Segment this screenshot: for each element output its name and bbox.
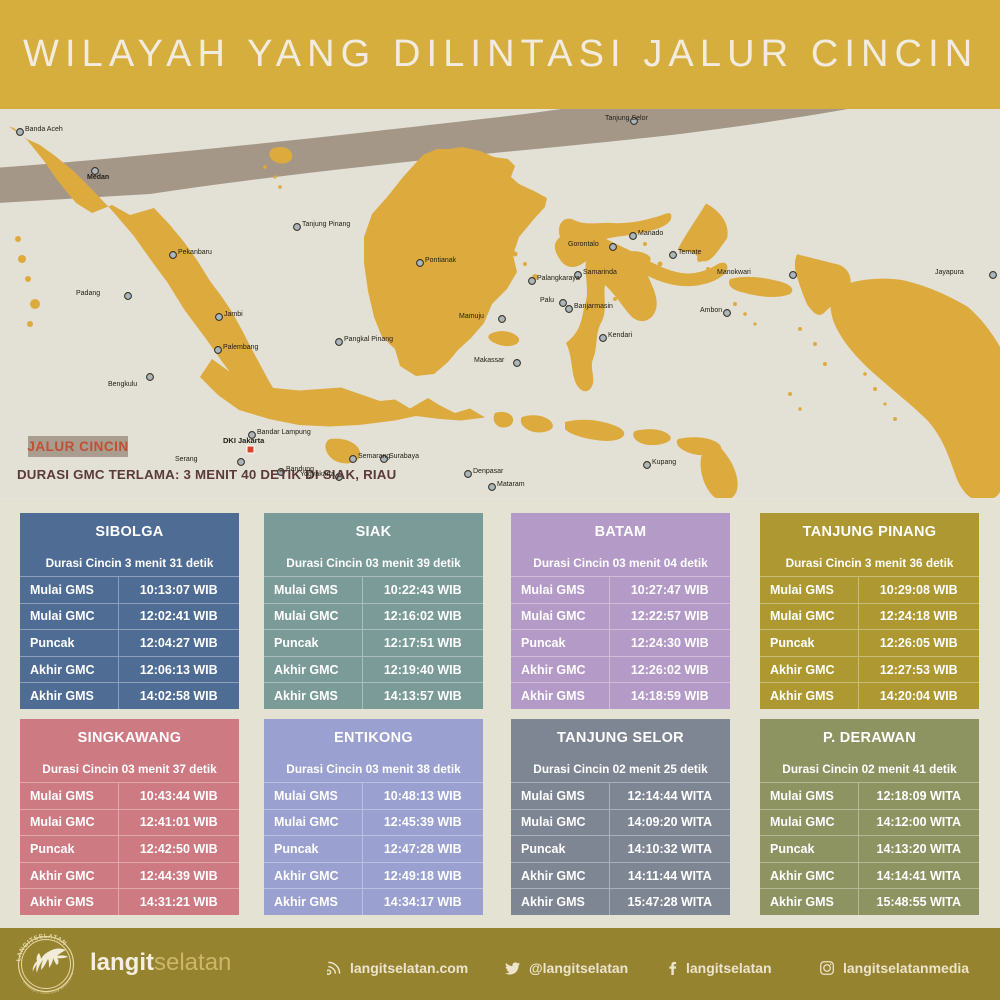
- svg-text:Komunitas Astronomi Indonesia: Komunitas Astronomi Indonesia: [22, 972, 74, 995]
